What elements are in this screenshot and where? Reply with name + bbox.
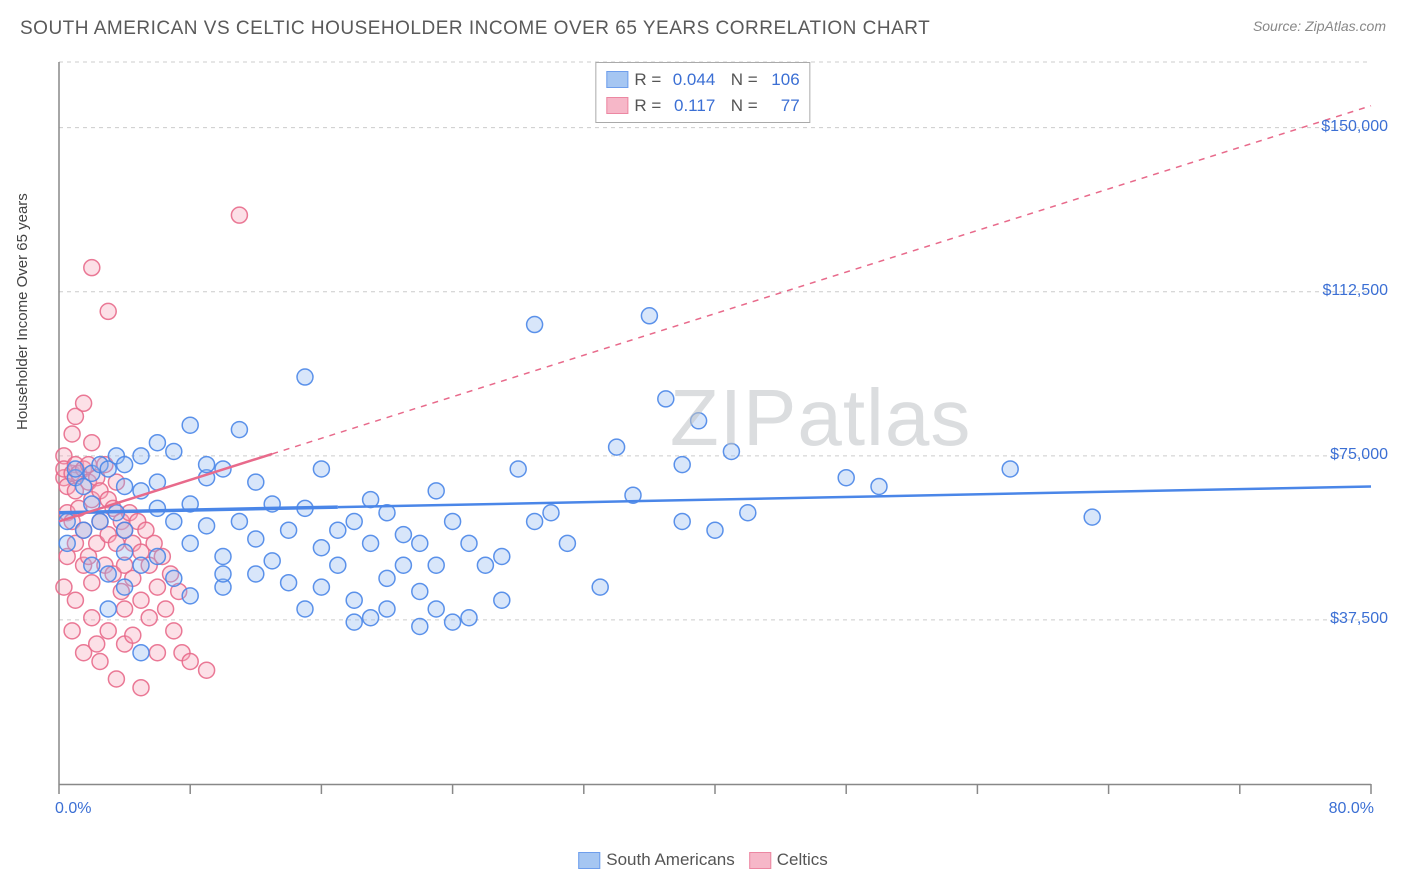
y-tick-label: $37,500 <box>1330 610 1388 628</box>
x-tick-label: 80.0% <box>1329 800 1374 818</box>
n-value: 106 <box>764 67 800 93</box>
x-tick-label: 0.0% <box>55 800 91 818</box>
source-label: Source: ZipAtlas.com <box>1253 18 1386 34</box>
y-axis-label: Householder Income Over 65 years <box>14 193 31 430</box>
swatch-icon <box>749 852 771 869</box>
y-tick-label: $112,500 <box>1322 282 1388 300</box>
y-tick-label: $75,000 <box>1330 446 1388 464</box>
stats-legend: R = 0.044 N = 106 R = 0.117 N = 77 <box>595 62 810 123</box>
n-value: 77 <box>764 93 800 119</box>
stats-row: R = 0.044 N = 106 <box>606 67 799 93</box>
legend-item: South Americans <box>578 850 735 870</box>
chart-area: ZIPatlas <box>55 58 1375 808</box>
chart-title: SOUTH AMERICAN VS CELTIC HOUSEHOLDER INC… <box>20 18 930 40</box>
swatch-icon <box>606 71 628 88</box>
swatch-icon <box>578 852 600 869</box>
y-tick-label: $150,000 <box>1321 118 1388 136</box>
swatch-icon <box>606 97 628 114</box>
legend-item: Celtics <box>749 850 828 870</box>
scatter-plot <box>55 58 1375 808</box>
legend-label: South Americans <box>606 850 735 870</box>
legend-label: Celtics <box>777 850 828 870</box>
r-value: 0.117 <box>667 93 715 119</box>
series-legend: South Americans Celtics <box>578 850 828 870</box>
r-value: 0.044 <box>667 67 715 93</box>
stats-row: R = 0.117 N = 77 <box>606 93 799 119</box>
